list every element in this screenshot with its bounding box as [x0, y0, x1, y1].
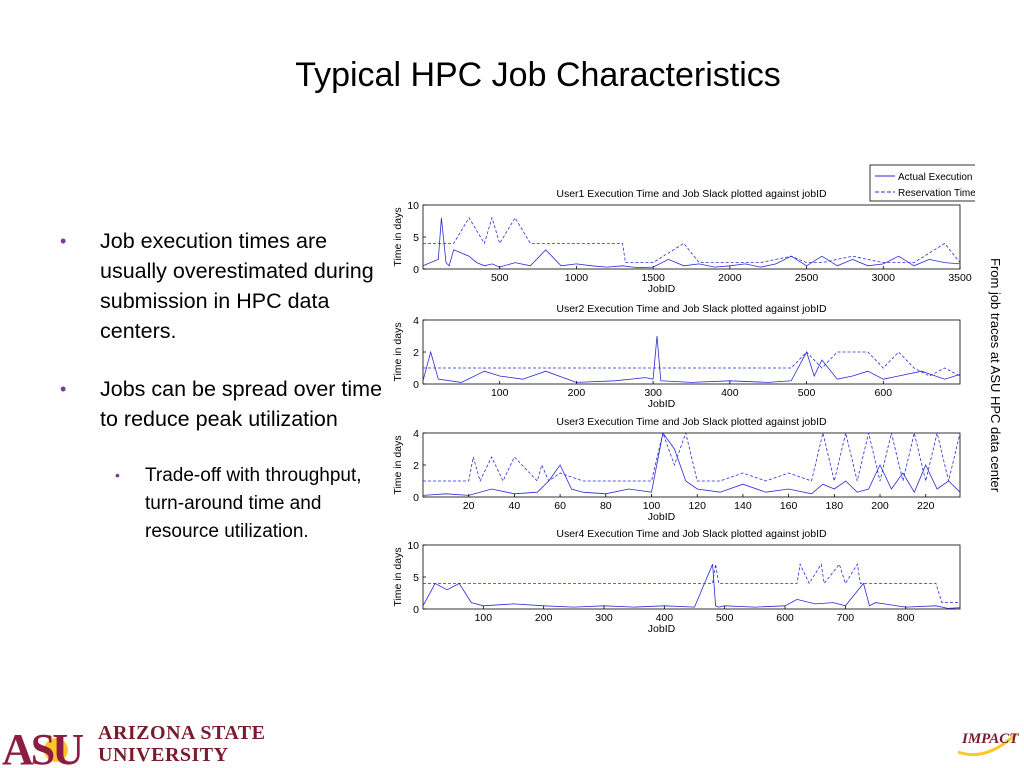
actual-execution-time-line	[422, 564, 961, 609]
bullet-text: Job execution times are usually overesti…	[100, 229, 374, 343]
x-tick-label: 1500	[641, 272, 665, 284]
bullet-list: • Job execution times are usually overes…	[60, 226, 395, 546]
plot-frame	[422, 204, 961, 270]
y-axis-label: Time in days	[392, 435, 404, 494]
x-tick-label: 100	[643, 500, 661, 512]
subplot-title: User4 Execution Time and Job Slack plott…	[556, 528, 827, 540]
y-tick-label: 5	[413, 572, 419, 584]
reservation-time-line	[423, 431, 961, 483]
actual-execution-time-line	[422, 432, 961, 496]
bullet-dot-icon: •	[60, 231, 67, 251]
actual-execution-time-line	[422, 335, 961, 383]
legend-entry-reservation: Reservation Time	[898, 188, 975, 199]
bullet-dot-icon: •	[60, 379, 67, 399]
plot-frame	[422, 319, 961, 385]
sub-bullet-dot-icon: •	[115, 467, 120, 483]
x-tick-label: 40	[509, 500, 521, 512]
subplot-title: User2 Execution Time and Job Slack plott…	[556, 303, 827, 315]
x-tick-label: 300	[595, 612, 613, 624]
x-tick-label: 300	[644, 387, 662, 399]
y-tick-label: 10	[407, 200, 419, 212]
x-tick-label: 600	[776, 612, 794, 624]
x-tick-label: 1000	[565, 272, 589, 284]
x-tick-label: 400	[721, 387, 739, 399]
legend-entry-actual: Actual Execution Time	[898, 172, 975, 183]
x-tick-label: 200	[568, 387, 586, 399]
x-tick-label: 120	[688, 500, 706, 512]
subplot-1: User1 Execution Time and Job Slack plott…	[392, 188, 972, 295]
asu-logo: ASU	[2, 725, 86, 768]
source-note: From job traces at ASU HPC data center	[988, 258, 1003, 493]
x-tick-label: 700	[837, 612, 855, 624]
subplot-4: User4 Execution Time and Job Slack plott…	[392, 528, 961, 635]
plot-frame	[422, 432, 961, 498]
bullet-item: • Job execution times are usually overes…	[60, 226, 395, 346]
x-tick-label: 220	[917, 500, 935, 512]
x-tick-label: 100	[491, 387, 509, 399]
subplot-group: User1 Execution Time and Job Slack plott…	[392, 188, 972, 635]
x-tick-label: 3000	[872, 272, 896, 284]
x-tick-label: 2000	[718, 272, 742, 284]
y-tick-label: 10	[407, 540, 419, 552]
x-tick-label: 80	[600, 500, 612, 512]
x-tick-label: 60	[554, 500, 566, 512]
reservation-time-line	[423, 216, 961, 263]
subplot-title: User1 Execution Time and Job Slack plott…	[556, 188, 827, 200]
legend: Actual Execution Time Reservation Time	[869, 164, 975, 202]
x-tick-label: 2500	[795, 272, 819, 284]
reservation-time-line	[423, 351, 961, 377]
x-tick-label: 3500	[948, 272, 972, 284]
y-tick-label: 0	[413, 492, 419, 504]
x-tick-label: 500	[716, 612, 734, 624]
impact-swoosh-icon	[957, 732, 1018, 757]
sub-bullet-text: Trade-off with throughput, turn-around t…	[145, 465, 362, 542]
y-tick-label: 5	[413, 232, 419, 244]
reservation-time-line	[423, 562, 960, 604]
x-tick-label: 400	[656, 612, 674, 624]
x-tick-label: 100	[475, 612, 493, 624]
slide-title: Typical HPC Job Characteristics	[295, 56, 781, 94]
legend-box	[869, 164, 975, 202]
bullet-text: Jobs can be spread over time to reduce p…	[100, 377, 383, 431]
execution-time-figure: Actual Execution Time Reservation Time U…	[392, 164, 975, 635]
x-axis-label: JobID	[648, 283, 676, 295]
sub-bullet-item: • Trade-off with throughput, turn-around…	[60, 462, 395, 546]
y-axis-label: Time in days	[392, 547, 404, 606]
impact-logo-text: IMPACT	[962, 731, 1019, 747]
bullet-item: • Jobs can be spread over time to reduce…	[60, 374, 395, 434]
x-tick-label: 200	[871, 500, 889, 512]
x-tick-label: 500	[491, 272, 509, 284]
impact-logo	[957, 732, 1018, 757]
x-tick-label: 140	[734, 500, 752, 512]
asu-wordmark-line1: ARIZONA STATE	[98, 722, 266, 744]
y-tick-label: 0	[413, 604, 419, 616]
x-tick-label: 160	[780, 500, 798, 512]
y-tick-label: 0	[413, 264, 419, 276]
x-axis-label: JobID	[648, 623, 676, 635]
sunburst-icon	[44, 738, 68, 762]
y-axis-label: Time in days	[392, 322, 404, 381]
x-tick-label: 200	[535, 612, 553, 624]
asu-wordmark: ARIZONA STATE UNIVERSITY	[98, 722, 265, 766]
y-axis-label: Time in days	[392, 207, 404, 266]
x-axis-label: JobID	[648, 511, 676, 523]
x-tick-label: 180	[826, 500, 844, 512]
x-tick-label: 20	[463, 500, 475, 512]
x-axis-label: JobID	[648, 398, 676, 410]
subplot-title: User3 Execution Time and Job Slack plott…	[556, 416, 827, 428]
x-tick-label: 600	[875, 387, 893, 399]
x-tick-label: 500	[798, 387, 816, 399]
y-tick-label: 4	[413, 428, 419, 440]
subplot-3: User3 Execution Time and Job Slack plott…	[392, 416, 961, 523]
y-tick-label: 0	[413, 379, 419, 391]
asu-wordmark-line2: UNIVERSITY	[98, 744, 229, 766]
x-tick-label: 800	[897, 612, 915, 624]
y-tick-label: 4	[413, 315, 419, 327]
asu-logo-text: ASU	[2, 725, 83, 768]
y-tick-label: 2	[413, 460, 419, 472]
y-tick-label: 2	[413, 347, 419, 359]
subplot-2: User2 Execution Time and Job Slack plott…	[392, 303, 961, 410]
plot-frame	[422, 544, 961, 610]
